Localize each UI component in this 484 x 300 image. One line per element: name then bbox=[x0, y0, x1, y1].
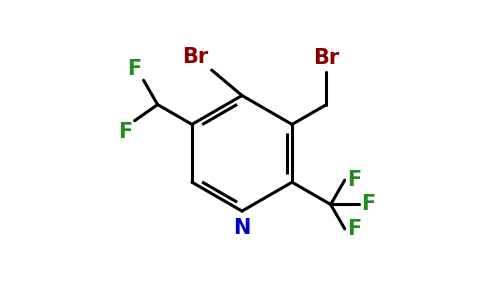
Text: N: N bbox=[233, 218, 251, 239]
Text: F: F bbox=[348, 219, 362, 239]
Text: Br: Br bbox=[313, 48, 339, 68]
Text: Br: Br bbox=[182, 47, 208, 68]
Text: F: F bbox=[362, 194, 376, 214]
Text: F: F bbox=[127, 58, 141, 79]
Text: F: F bbox=[118, 122, 132, 142]
Text: F: F bbox=[348, 170, 362, 190]
